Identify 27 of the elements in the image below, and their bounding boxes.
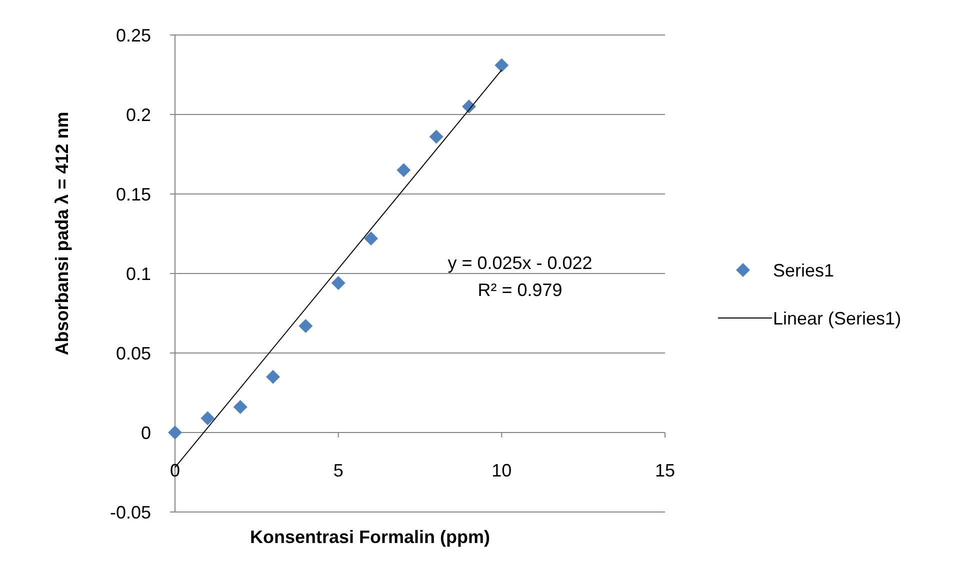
x-tick-label: 10 [492,460,512,480]
point [266,370,280,384]
point [233,400,248,414]
x-tick-label: 0 [170,460,180,480]
legend-label: Linear (Series1) [773,308,902,328]
point [168,426,182,440]
y-tick-label: 0.05 [116,343,151,364]
y-tick-label: 0.1 [126,264,151,284]
point [200,411,215,426]
point [494,58,509,72]
x-tick-label: 15 [654,460,676,480]
point [364,232,378,246]
x-tick-label: 5 [333,460,344,480]
point [396,163,411,178]
annotation: y = 0.025x - 0.022 [448,253,592,273]
y-tick-label: 0 [140,422,151,443]
legend-label: Series1 [773,260,834,280]
y-tick-label: 0.25 [116,25,151,46]
annotation: R² = 0.979 [478,280,562,300]
x-axis-title: Konsentrasi Formalin (ppm) [250,527,490,547]
point [429,130,444,144]
y-tick-label: 0.15 [116,184,151,204]
point [331,276,346,290]
y-tick-label: 0.2 [126,104,151,125]
y-axis-title: Absorbansi pada λ = 412 nm [52,112,72,356]
point [298,318,313,333]
y-tick-label: -0.05 [110,502,151,522]
